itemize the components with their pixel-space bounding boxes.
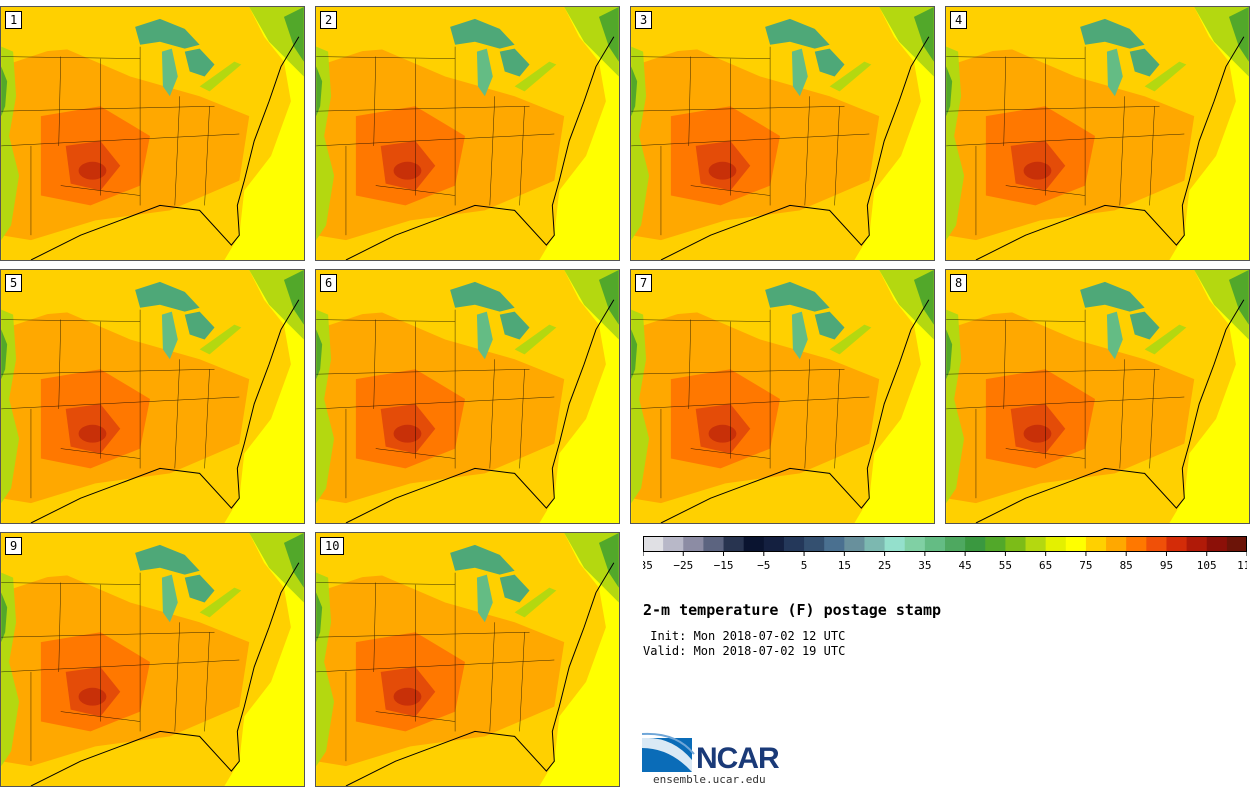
colorbar-tick-label: 45 [959,559,972,572]
ncar-wordmark: NCAR [696,742,780,775]
member-number-label: 8 [950,274,968,292]
colorbar-swatch [1146,536,1167,552]
colorbar-swatch [844,536,865,552]
colorbar-swatch [985,536,1006,552]
colorbar-border [643,536,1247,552]
temperature-map [1,270,304,523]
colorbar-swatch [1065,536,1087,552]
ensemble-member-panel: 7 [630,269,935,524]
colorbar-swatch [1085,536,1107,552]
colorbar-swatch [723,536,745,552]
ensemble-member-panel: 1 [0,6,305,261]
temperature-map [316,270,619,523]
member-number-label: 10 [320,537,345,555]
member-number-label: 2 [320,11,338,29]
colorbar-swatch [904,536,926,552]
colorbar-swatch [783,536,805,552]
colorbar-tick-label: 75 [1079,559,1092,572]
colorbar-swatch [1206,536,1228,552]
temperature-map [946,7,1249,260]
ensemble-member-panel: 10 [315,532,620,787]
figure-title: 2-m temperature (F) postage stamp [643,601,942,619]
colorbar-swatch [743,536,765,552]
colorbar-swatch [864,536,886,552]
temperature-colorbar: −35 −25 −15 −5 5 15 25 35 45 55 65 75 85 95 105 115 [643,536,1247,572]
colorbar-tick-label: 95 [1160,559,1173,572]
member-number-label: 3 [635,11,653,29]
colorbar-swatch [1226,536,1247,552]
temperature-map [946,270,1249,523]
colorbar-tick-label: −25 [673,559,693,572]
colorbar-tick-label: 85 [1120,559,1133,572]
colorbar-swatch [884,536,906,552]
colorbar-tick-label: 115 [1237,559,1247,572]
temperature-map [1,533,304,786]
colorbar-swatch [1106,536,1127,552]
colorbar-tick-label: 25 [878,559,891,572]
ensemble-member-panel: 6 [315,269,620,524]
colorbar-tick-label: 35 [918,559,931,572]
colorbar-swatch [1166,536,1188,552]
ncar-logo [642,732,695,772]
colorbar-tick-label: 65 [1039,559,1052,572]
colorbar-swatch [663,536,684,552]
colorbar-tick-label: 105 [1197,559,1217,572]
member-number-label: 4 [950,11,968,29]
colorbar-tick-label: 55 [999,559,1012,572]
colorbar-swatch [824,536,845,552]
colorbar-tick-label: 5 [801,559,808,572]
ensemble-member-panel: 8 [945,269,1250,524]
temperature-map [631,270,934,523]
ensemble-member-panel: 4 [945,6,1250,261]
colorbar-tick-label: −15 [714,559,734,572]
member-number-label: 5 [5,274,23,292]
temperature-map [1,7,304,260]
colorbar-swatch [1045,536,1067,552]
colorbar-swatch [683,536,704,552]
member-number-label: 9 [5,537,23,555]
ensemble-member-panel: 3 [630,6,935,261]
ensemble-member-panel: 2 [315,6,620,261]
colorbar-swatch [804,536,825,552]
colorbar-tick-label: −5 [757,559,770,572]
colorbar-swatch [924,536,946,552]
colorbar-tick-label: −35 [643,559,653,572]
colorbar-swatch [945,536,966,552]
member-number-label: 6 [320,274,338,292]
ensemble-url: ensemble.ucar.edu [653,773,766,786]
ensemble-member-panel: 5 [0,269,305,524]
colorbar-swatch [965,536,986,552]
temperature-map [316,533,619,786]
init-time: Init: Mon 2018-07-02 12 UTC [643,629,846,643]
temperature-map [631,7,934,260]
colorbar-swatch [1126,536,1147,552]
colorbar-tick-label: 15 [838,559,851,572]
colorbar-swatch [763,536,785,552]
colorbar-swatch [1005,536,1027,552]
colorbar-swatch [643,536,664,552]
valid-time: Valid: Mon 2018-07-02 19 UTC [643,644,846,658]
member-number-label: 7 [635,274,653,292]
colorbar-swatch [703,536,725,552]
colorbar-swatch [1025,536,1047,552]
member-number-label: 1 [5,11,23,29]
temperature-map [316,7,619,260]
ensemble-member-panel: 9 [0,532,305,787]
colorbar-swatch [1186,536,1208,552]
